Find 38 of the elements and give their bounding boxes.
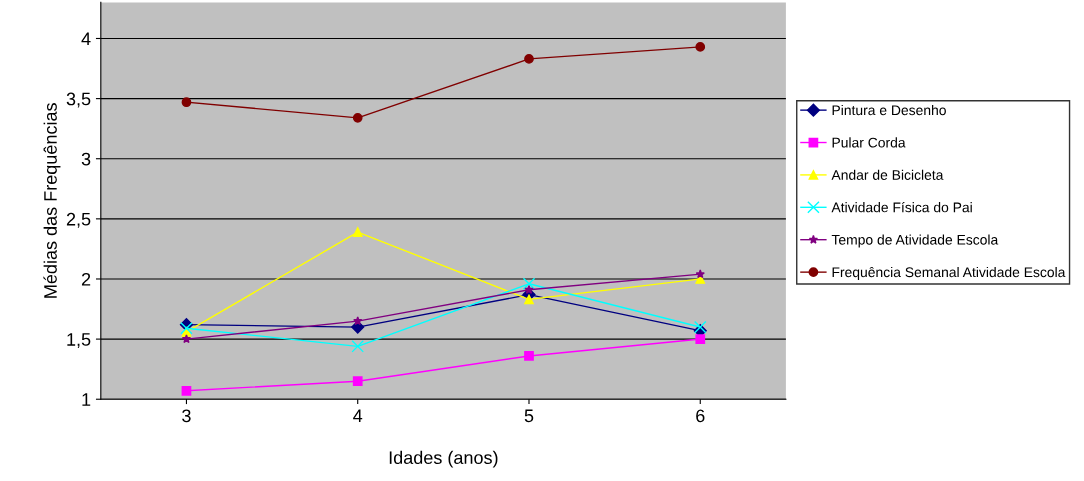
point (353, 316, 363, 326)
x-tick-label: 3 (182, 409, 191, 423)
x-axis-title: Idades (anos) (389, 450, 498, 468)
legend-label: Andar de Bicicleta (831, 169, 944, 180)
point (352, 376, 363, 387)
point (181, 327, 192, 337)
point (351, 340, 364, 353)
point (524, 54, 534, 64)
y-tick-label: 1,5 (67, 333, 91, 348)
point (695, 42, 706, 52)
point (181, 385, 192, 396)
y-tick-label: 2 (81, 272, 91, 286)
legend-label: Atividade Física do Pai (831, 201, 972, 213)
x-tick-label: 6 (696, 409, 705, 423)
point (352, 112, 363, 123)
point (181, 334, 192, 344)
point (694, 320, 707, 334)
y-tick-label: 3,5 (66, 92, 91, 108)
point (695, 269, 705, 279)
point (352, 227, 363, 237)
point (181, 97, 192, 108)
y-axis-title: Médias das Frequências (43, 103, 61, 298)
point (524, 294, 534, 305)
legend-label: Frequência Semanal Atividade Escola (832, 266, 1066, 280)
legend-label: Pintura e Desenho (832, 104, 946, 116)
legend-label: Pular Corda (832, 137, 906, 148)
legend-label: Tempo de Atividade Escola (831, 234, 999, 248)
y-tick-label: 2,5 (66, 212, 91, 228)
y-tick-label: 1 (82, 393, 91, 406)
point (524, 284, 534, 294)
x-tick-label: 5 (524, 409, 534, 423)
y-tick-label: 3 (81, 152, 91, 166)
point (695, 334, 706, 344)
point (524, 351, 534, 361)
point (180, 322, 193, 335)
x-tick-label: 4 (353, 409, 363, 423)
point (522, 277, 536, 291)
y-tick-label: 4 (81, 32, 91, 46)
